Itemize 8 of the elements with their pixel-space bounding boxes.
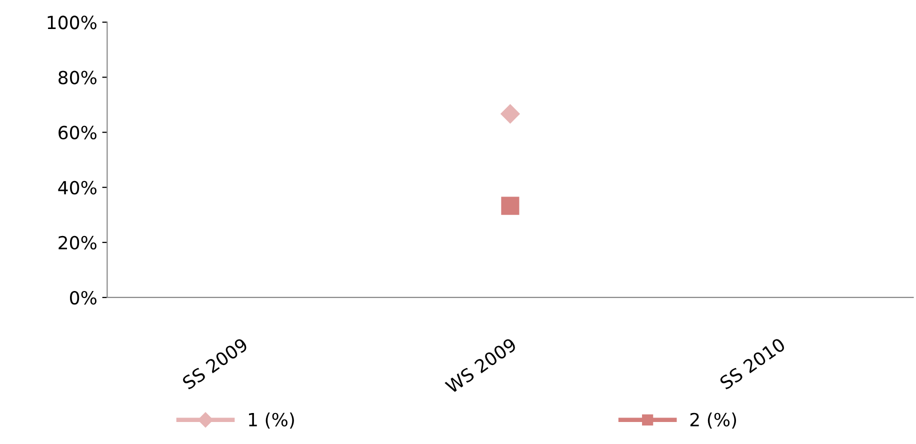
y-tick-label: 20% [58,236,96,250]
y-tick-label: 40% [58,180,96,194]
legend-label: 1 (%) [249,412,294,429]
legend-label: 2 (%) [690,412,736,429]
y-tick-label: 100% [48,16,96,30]
y-tick-label: 0% [70,290,96,305]
y-tick-label: 60% [58,126,96,140]
y-tick-label: 80% [58,70,96,84]
